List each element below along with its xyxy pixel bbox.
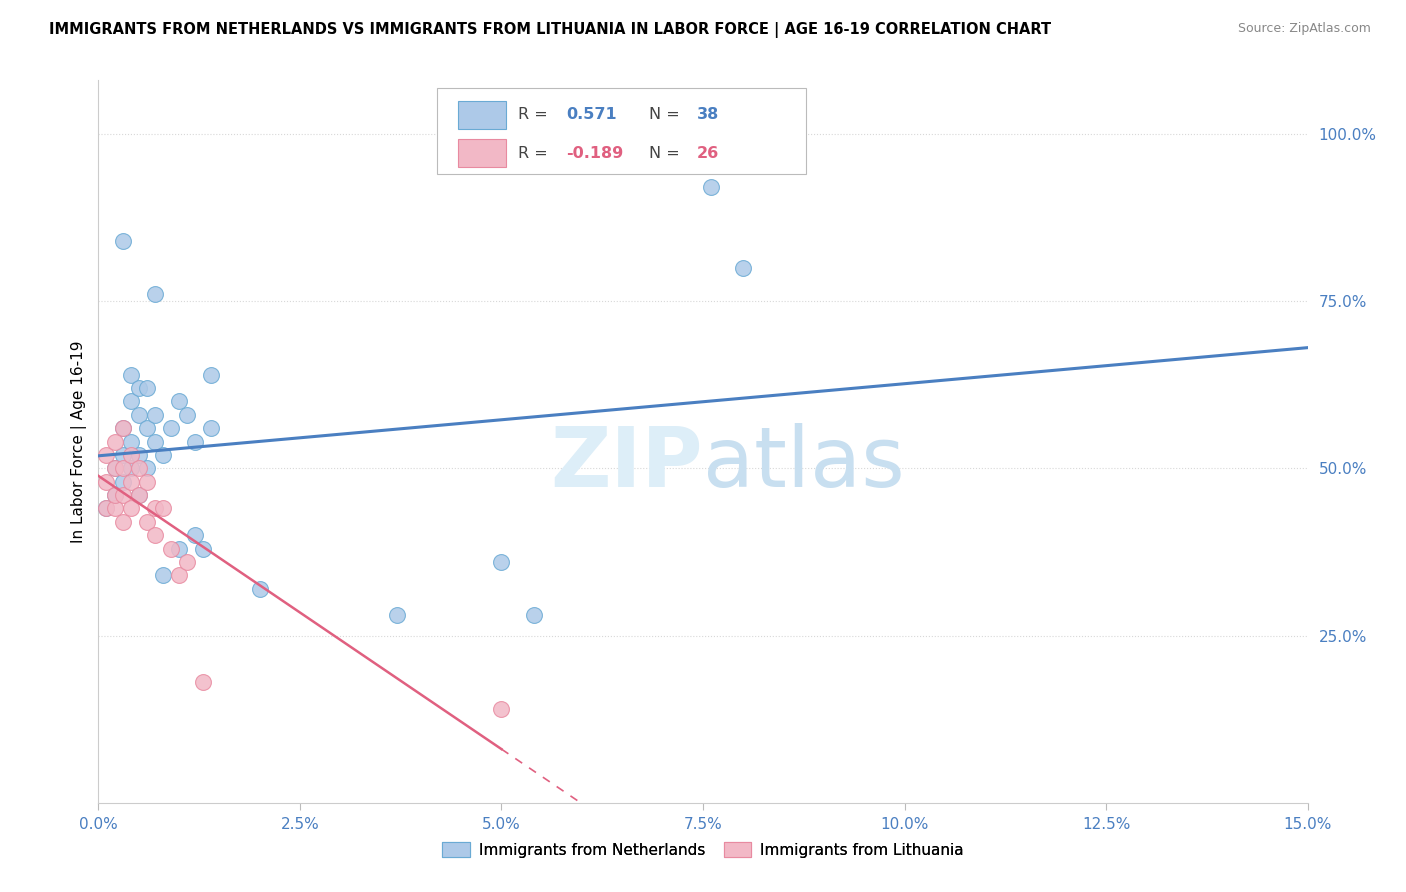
Point [111, 421, 134, 435]
Point [103, 488, 125, 502]
Text: N =: N = [648, 145, 685, 161]
Point [111, 461, 134, 475]
Point [128, 461, 150, 475]
Text: IMMIGRANTS FROM NETHERLANDS VS IMMIGRANTS FROM LITHUANIA IN LABOR FORCE | AGE 16: IMMIGRANTS FROM NETHERLANDS VS IMMIGRANT… [49, 22, 1052, 38]
Point [184, 434, 207, 449]
Point [152, 448, 174, 462]
Point [111, 421, 134, 435]
Bar [457, 139, 506, 167]
Point [143, 501, 166, 516]
Point [128, 488, 150, 502]
Point [135, 475, 157, 489]
Text: 26: 26 [697, 145, 720, 161]
Text: atlas: atlas [703, 423, 904, 504]
Point [143, 408, 166, 422]
Point [128, 488, 150, 502]
Point [733, 260, 755, 275]
Point [111, 488, 134, 502]
Point [152, 568, 174, 582]
Point [200, 421, 222, 435]
Point [103, 461, 125, 475]
Y-axis label: In Labor Force | Age 16-19: In Labor Force | Age 16-19 [72, 340, 87, 543]
Point [96, 475, 118, 489]
Point [143, 528, 166, 542]
Point [120, 434, 142, 449]
Text: 0.571: 0.571 [567, 107, 617, 122]
Point [120, 394, 142, 409]
Point [96, 501, 118, 516]
Point [111, 515, 134, 529]
Point [135, 515, 157, 529]
Point [120, 448, 142, 462]
Point [128, 408, 150, 422]
Point [120, 475, 142, 489]
Point [135, 461, 157, 475]
Point [184, 528, 207, 542]
Bar [457, 101, 506, 128]
Point [143, 287, 166, 301]
Point [193, 675, 215, 690]
Point [111, 234, 134, 248]
Point [491, 555, 513, 569]
Point [96, 501, 118, 516]
Point [120, 461, 142, 475]
Point [160, 421, 183, 435]
Point [167, 568, 190, 582]
FancyBboxPatch shape [437, 87, 806, 174]
Point [128, 448, 150, 462]
Point [491, 702, 513, 716]
Point [700, 180, 723, 194]
Text: R =: R = [517, 107, 553, 122]
Text: Source: ZipAtlas.com: Source: ZipAtlas.com [1237, 22, 1371, 36]
Point [103, 461, 125, 475]
Point [96, 448, 118, 462]
Point [200, 368, 222, 382]
Point [128, 381, 150, 395]
Text: ZIP: ZIP [551, 423, 703, 504]
Point [167, 394, 190, 409]
Point [193, 541, 215, 556]
Point [120, 501, 142, 516]
Point [135, 381, 157, 395]
Point [176, 408, 198, 422]
Point [385, 608, 408, 623]
Point [249, 582, 271, 596]
Point [152, 501, 174, 516]
Point [103, 501, 125, 516]
Point [120, 368, 142, 382]
Text: N =: N = [648, 107, 685, 122]
Point [111, 475, 134, 489]
Point [160, 541, 183, 556]
Point [103, 488, 125, 502]
Point [176, 555, 198, 569]
Point [523, 608, 546, 623]
Text: -0.189: -0.189 [567, 145, 624, 161]
Point [143, 434, 166, 449]
Point [111, 448, 134, 462]
Legend: Immigrants from Netherlands, Immigrants from Lithuania: Immigrants from Netherlands, Immigrants … [436, 836, 970, 863]
Point [135, 421, 157, 435]
Point [103, 434, 125, 449]
Text: R =: R = [517, 145, 553, 161]
Text: 38: 38 [697, 107, 720, 122]
Point [167, 541, 190, 556]
